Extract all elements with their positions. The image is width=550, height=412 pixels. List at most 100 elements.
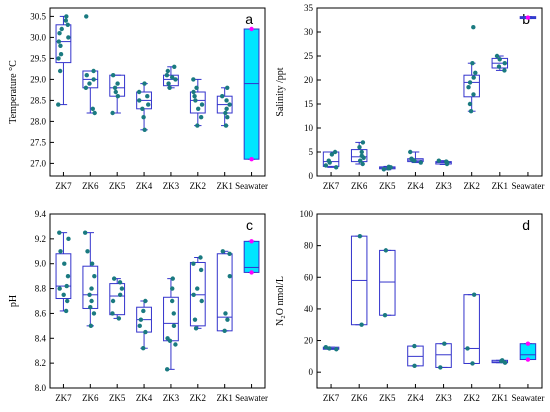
data-point bbox=[195, 123, 200, 128]
data-point bbox=[471, 75, 476, 80]
data-point bbox=[471, 92, 476, 97]
box-seawater bbox=[519, 15, 537, 20]
data-point bbox=[62, 261, 67, 266]
data-point bbox=[82, 230, 88, 235]
data-point bbox=[66, 35, 71, 40]
data-point bbox=[143, 329, 148, 335]
x-tick-label: ZK1 bbox=[216, 393, 233, 403]
panel-letter: d bbox=[522, 217, 530, 233]
data-point bbox=[224, 98, 229, 103]
data-point bbox=[170, 276, 175, 281]
data-point bbox=[142, 81, 147, 86]
data-point bbox=[137, 323, 142, 329]
box-zk4 bbox=[407, 149, 424, 165]
y-tick-label: 80 bbox=[304, 241, 314, 251]
data-point bbox=[84, 73, 89, 78]
x-tick-label: ZK5 bbox=[109, 181, 126, 191]
iqr-box bbox=[519, 343, 537, 361]
y-tick-label: 5 bbox=[309, 147, 314, 157]
iqr-box bbox=[216, 253, 233, 332]
data-point bbox=[164, 367, 170, 372]
x-tick-label: ZK2 bbox=[190, 181, 207, 191]
data-point bbox=[468, 109, 474, 114]
iqr-box bbox=[243, 28, 260, 160]
y-tick-label: 30.5 bbox=[30, 11, 46, 21]
data-point bbox=[58, 52, 64, 57]
data-point bbox=[192, 94, 197, 99]
data-point bbox=[115, 81, 120, 86]
x-tick-label: ZK3 bbox=[435, 181, 452, 191]
x-tick-label: ZK1 bbox=[492, 181, 509, 191]
data-point bbox=[61, 292, 66, 297]
data-point bbox=[467, 101, 473, 107]
data-point bbox=[191, 77, 196, 82]
data-point bbox=[357, 145, 362, 150]
iqr-box bbox=[163, 74, 179, 87]
data-point bbox=[436, 158, 442, 163]
data-point bbox=[173, 342, 178, 347]
box-zk1 bbox=[491, 358, 509, 365]
x-tick-label: ZK2 bbox=[463, 393, 480, 403]
data-point bbox=[227, 273, 232, 279]
data-point bbox=[91, 77, 96, 82]
data-point bbox=[88, 305, 93, 310]
x-tick-label: ZK3 bbox=[163, 181, 180, 191]
box-zk5 bbox=[109, 276, 126, 321]
data-point bbox=[166, 81, 171, 86]
data-point bbox=[65, 298, 70, 304]
data-point bbox=[146, 102, 151, 107]
data-point bbox=[191, 261, 196, 266]
x-tick-label: ZK6 bbox=[351, 393, 368, 403]
data-point bbox=[110, 73, 116, 78]
data-point bbox=[359, 153, 364, 159]
data-point bbox=[249, 239, 254, 244]
x-tick-label: ZK6 bbox=[82, 181, 99, 191]
data-point bbox=[525, 15, 531, 20]
data-point bbox=[381, 167, 387, 172]
x-tick-label: ZK2 bbox=[190, 393, 207, 403]
data-point bbox=[409, 156, 414, 161]
data-point bbox=[89, 286, 94, 291]
data-point bbox=[165, 336, 170, 341]
box-zk3 bbox=[163, 276, 179, 372]
data-point bbox=[442, 341, 447, 346]
data-point bbox=[65, 22, 70, 27]
iqr-box bbox=[435, 343, 452, 368]
data-point bbox=[117, 292, 123, 297]
data-point bbox=[64, 283, 69, 289]
data-point bbox=[169, 75, 175, 80]
box-zk5 bbox=[379, 164, 396, 172]
data-point bbox=[333, 165, 339, 170]
data-point bbox=[438, 365, 443, 370]
y-tick-label: 27.0 bbox=[30, 158, 46, 168]
data-point bbox=[225, 317, 230, 322]
data-point bbox=[224, 106, 229, 112]
data-point bbox=[113, 89, 118, 95]
data-point bbox=[58, 43, 63, 48]
data-point bbox=[171, 323, 177, 329]
iqr-box bbox=[463, 294, 480, 364]
iqr-box bbox=[189, 261, 206, 327]
data-point bbox=[145, 94, 150, 99]
x-tick-label: ZK7 bbox=[55, 181, 72, 191]
data-point bbox=[249, 26, 254, 32]
data-point bbox=[227, 102, 232, 107]
data-point bbox=[90, 106, 95, 112]
data-point bbox=[360, 140, 366, 145]
y-tick-label: 27.5 bbox=[30, 137, 46, 147]
data-point bbox=[223, 110, 228, 116]
data-point bbox=[220, 249, 226, 254]
data-point bbox=[357, 233, 363, 239]
data-point bbox=[110, 311, 115, 316]
data-point bbox=[89, 298, 94, 304]
data-point bbox=[173, 77, 178, 82]
data-point bbox=[412, 343, 417, 349]
data-point bbox=[382, 313, 388, 318]
data-point bbox=[87, 81, 92, 86]
data-point bbox=[196, 106, 201, 112]
y-tick-label: 28.0 bbox=[30, 116, 46, 126]
data-point bbox=[225, 85, 230, 91]
data-point bbox=[470, 361, 475, 366]
x-tick-label: ZK2 bbox=[463, 181, 480, 191]
